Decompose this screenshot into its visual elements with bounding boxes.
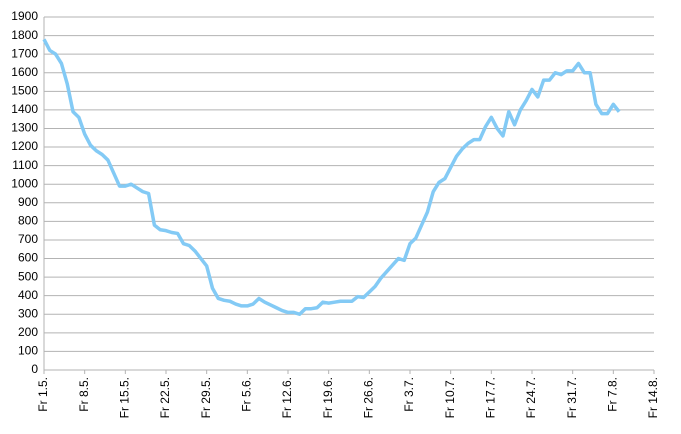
- y-tick-label: 100: [18, 344, 38, 358]
- x-tick-label: Fr 17.7.: [484, 377, 498, 418]
- y-tick-label: 1200: [11, 139, 38, 153]
- y-tick-label: 1000: [11, 176, 38, 190]
- y-tick-label: 1800: [11, 28, 38, 42]
- x-tick-label: Fr 22.5.: [158, 377, 172, 418]
- y-tick-label: 1300: [11, 121, 38, 135]
- x-tick-label: Fr 12.6.: [280, 377, 294, 418]
- y-tick-label: 500: [18, 269, 38, 283]
- x-tick-label: Fr 19.6.: [321, 377, 335, 418]
- y-tick-label: 700: [18, 232, 38, 246]
- y-tick-label: 1600: [11, 65, 38, 79]
- y-tick-label: 400: [18, 288, 38, 302]
- x-tick-label: Fr 10.7.: [443, 377, 457, 418]
- y-tick-label: 800: [18, 214, 38, 228]
- x-tick-label: Fr 8.5.: [77, 377, 91, 412]
- y-tick-label: 1700: [11, 46, 38, 60]
- y-tick-label: 200: [18, 325, 38, 339]
- y-tick-label: 1900: [11, 9, 38, 23]
- x-tick-label: Fr 14.8.: [646, 377, 660, 418]
- x-tick-label: Fr 26.6.: [362, 377, 376, 418]
- y-tick-label: 0: [31, 362, 38, 376]
- y-tick-label: 600: [18, 251, 38, 265]
- y-tick-label: 1100: [12, 158, 38, 172]
- y-tick-label: 900: [18, 195, 38, 209]
- x-tick-label: Fr 31.7.: [565, 377, 579, 418]
- y-tick-label: 1500: [11, 83, 38, 97]
- y-tick-label: 1400: [11, 102, 38, 116]
- data-line: [42, 38, 621, 317]
- x-tick-label: Fr 24.7.: [524, 377, 538, 418]
- x-tick-label: Fr 29.5.: [199, 377, 213, 418]
- x-tick-label: Fr 5.6.: [240, 377, 254, 412]
- x-tick-label: Fr 15.5.: [118, 377, 132, 418]
- x-tick-label: Fr 7.8.: [606, 377, 620, 412]
- y-tick-label: 300: [18, 306, 38, 320]
- x-tick-label: Fr 1.5.: [36, 377, 50, 412]
- x-tick-label: Fr 3.7.: [402, 377, 416, 412]
